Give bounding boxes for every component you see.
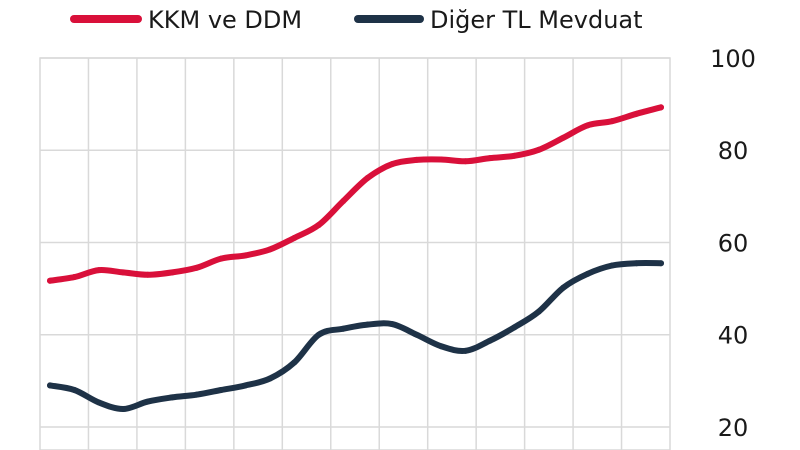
data-point <box>169 394 176 401</box>
y-axis-ticks: 20 40 60 80 100 <box>710 45 756 442</box>
data-point <box>535 146 542 153</box>
data-point <box>315 331 322 338</box>
legend-item-1: KKM ve DDM <box>70 6 302 34</box>
y-tick-label: 40 <box>718 322 749 350</box>
data-point <box>95 399 102 406</box>
data-point <box>413 156 420 163</box>
data-point <box>266 246 273 253</box>
data-point <box>462 158 469 165</box>
data-point <box>584 270 591 277</box>
data-point <box>291 234 298 241</box>
data-point <box>658 104 664 111</box>
data-point <box>389 161 396 168</box>
data-point <box>633 110 640 117</box>
data-point <box>242 252 249 259</box>
data-point <box>71 387 78 394</box>
data-point <box>120 405 127 412</box>
data-point <box>47 382 53 389</box>
data-point <box>462 347 469 354</box>
chart-legend: KKM ve DDM Diğer TL Mevduat <box>70 6 643 34</box>
data-point <box>584 122 591 129</box>
data-point <box>95 267 102 274</box>
data-point <box>169 269 176 276</box>
data-point <box>364 174 371 181</box>
data-point <box>438 343 445 350</box>
data-point <box>486 337 493 344</box>
plot-area-border <box>39 57 671 450</box>
data-point <box>193 264 200 271</box>
data-point <box>511 324 518 331</box>
data-point <box>364 321 371 328</box>
data-point <box>560 284 567 291</box>
data-point <box>71 274 78 281</box>
data-point <box>486 155 493 162</box>
data-point <box>609 262 616 269</box>
legend-item-2: Diğer TL Mevduat <box>354 6 643 34</box>
data-point <box>242 382 249 389</box>
data-point <box>193 391 200 398</box>
data-point <box>633 260 640 267</box>
y-tick-label: 100 <box>710 45 756 73</box>
y-tick-label: 20 <box>718 414 749 442</box>
data-point <box>658 260 664 267</box>
legend-label: Diğer TL Mevduat <box>430 6 643 34</box>
data-point <box>340 325 347 332</box>
series-line-1 <box>47 104 664 284</box>
data-point <box>340 197 347 204</box>
chart-grid <box>39 57 671 450</box>
series-line-2 <box>47 260 664 413</box>
legend-label: KKM ve DDM <box>148 6 302 34</box>
data-point <box>266 375 273 382</box>
data-point <box>144 271 151 278</box>
data-point <box>47 277 53 284</box>
data-point <box>511 152 518 159</box>
y-tick-label: 80 <box>718 137 749 165</box>
data-point <box>144 398 151 405</box>
data-point <box>120 269 127 276</box>
data-point <box>218 255 225 262</box>
data-point <box>560 134 567 141</box>
data-point <box>535 308 542 315</box>
data-point <box>609 118 616 125</box>
data-point <box>389 321 396 328</box>
chart-series-lines <box>47 104 664 413</box>
y-tick-label: 60 <box>718 229 749 257</box>
data-point <box>438 156 445 163</box>
data-point <box>218 387 225 394</box>
data-point <box>291 359 298 366</box>
data-point <box>315 221 322 228</box>
data-point <box>413 331 420 338</box>
